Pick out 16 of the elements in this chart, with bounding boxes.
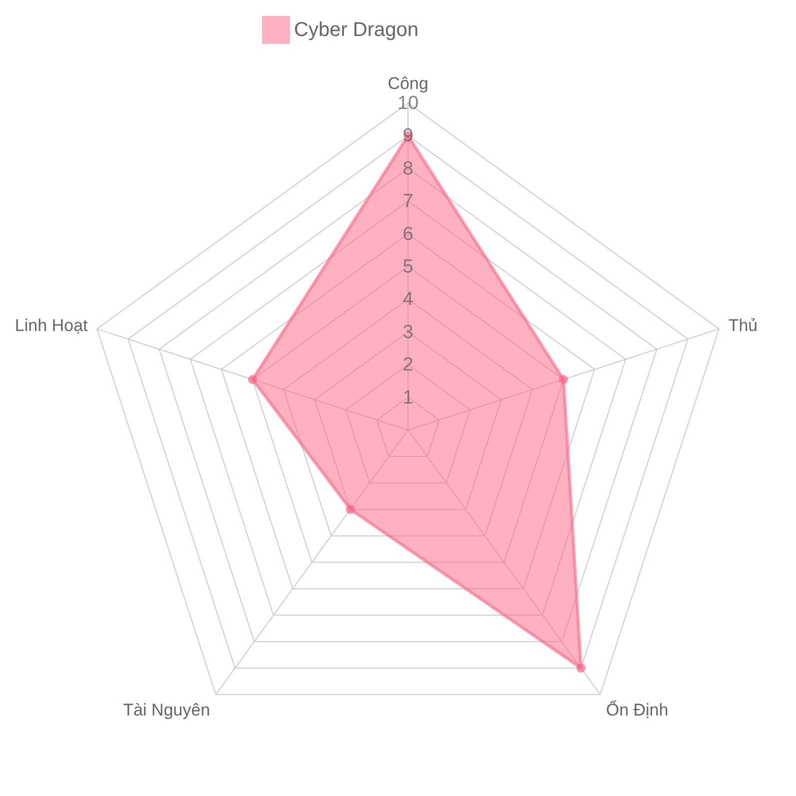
spoke-label: Tài Nguyên xyxy=(123,700,210,720)
y-tick-label: 9 xyxy=(402,126,414,147)
y-tick-label: 6 xyxy=(402,224,414,245)
y-tick-label: 3 xyxy=(402,322,414,343)
legend-label: Cyber Dragon xyxy=(294,19,419,41)
y-tick-label: 5 xyxy=(402,256,414,278)
spoke-label: Công xyxy=(388,74,428,94)
y-tick-label: 8 xyxy=(402,158,414,180)
y-tick-label: 4 xyxy=(402,289,414,310)
y-tick-label: 1 xyxy=(402,387,414,408)
spoke-label: Ổn Định xyxy=(606,699,668,720)
y-tick-label: 7 xyxy=(402,191,414,212)
y-tick-label: 2 xyxy=(402,354,414,376)
spoke-label: Linh Hoạt xyxy=(14,316,88,335)
spoke-label: Thủ xyxy=(728,316,758,335)
y-tick-label: 10 xyxy=(397,93,419,114)
